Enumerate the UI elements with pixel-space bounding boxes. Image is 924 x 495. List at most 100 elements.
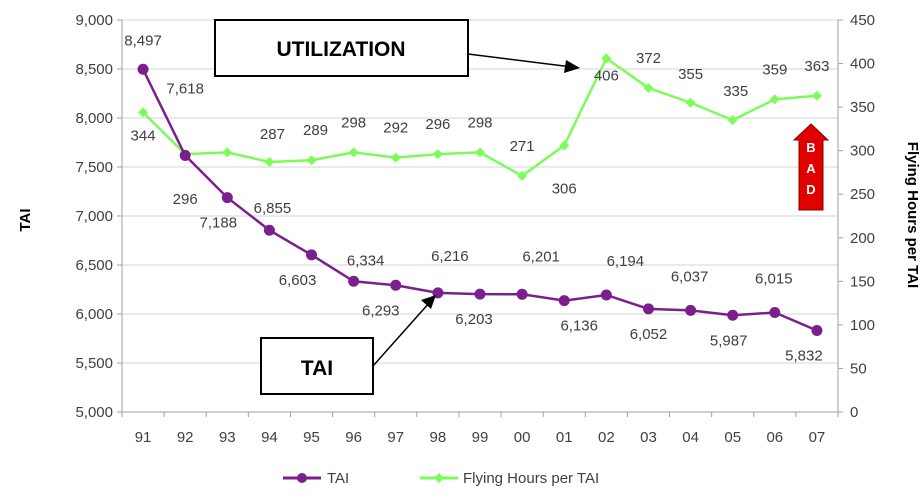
left-tick-label: 8,500 [75, 61, 113, 78]
left-tick-label: 7,500 [75, 159, 113, 176]
tai-point [263, 224, 275, 236]
flying-hours-point [601, 53, 612, 64]
legend-tai-marker [297, 473, 307, 483]
flying-hours-point [559, 140, 570, 151]
tai-point [600, 289, 612, 301]
right-axis-ticks: 0 50 100 150 200 250 300 350 400 450 [838, 12, 875, 421]
tai-point [179, 149, 191, 161]
tai-point [685, 304, 697, 316]
flying-hours-data-label: 287 [260, 126, 285, 143]
right-tick-label: 350 [850, 99, 875, 116]
tai-point [348, 275, 360, 287]
left-tick-label: 6,500 [75, 257, 113, 274]
tai-arrowhead [421, 295, 436, 309]
utilization-arrow [467, 53, 573, 68]
x-tick-label: 98 [430, 429, 447, 446]
right-tick-label: 400 [850, 56, 875, 73]
flying-hours-data-label: 355 [678, 66, 703, 83]
tai-point [137, 63, 149, 75]
series-layer [137, 53, 823, 336]
right-tick-label: 450 [850, 12, 875, 29]
x-tick-label: 92 [177, 429, 194, 446]
right-tick-label: 250 [850, 186, 875, 203]
tai-data-label: 6,052 [630, 326, 668, 343]
x-tick-label: 01 [556, 429, 573, 446]
tai-data-label: 6,203 [455, 311, 493, 328]
tai-point [727, 309, 739, 321]
left-tick-label: 5,000 [75, 404, 113, 421]
flying-hours-point [138, 107, 149, 118]
flying-hours-data-label: 296 [425, 116, 450, 133]
legend-fh-marker [434, 473, 444, 483]
flying-hours-data-label: 289 [303, 122, 328, 139]
tai-point [390, 279, 402, 291]
tai-point [474, 288, 486, 300]
x-tick-label: 04 [682, 429, 699, 446]
left-tick-label: 8,000 [75, 110, 113, 127]
x-tick-label: 95 [303, 429, 320, 446]
flying-hours-data-label: 306 [552, 180, 577, 197]
tai-data-label: 6,603 [279, 272, 317, 289]
right-axis-title: Flying Hours per TAI [904, 142, 921, 288]
left-tick-label: 6,000 [75, 306, 113, 323]
left-axis-ticks: 5,000 5,500 6,000 6,500 7,000 7,500 8,000 8,500… [75, 12, 122, 421]
tai-data-label: 8,497 [124, 32, 162, 49]
x-tick-label: 03 [640, 429, 657, 446]
tai-data-label: 6,334 [347, 252, 385, 269]
flying-hours-point [643, 82, 654, 93]
x-tick-label: 94 [261, 429, 278, 446]
flying-hours-point [475, 147, 485, 158]
flying-hours-point [727, 115, 738, 126]
left-tick-label: 7,000 [75, 208, 113, 225]
tai-point [642, 303, 654, 315]
flying-hours-data-label: 296 [173, 191, 198, 208]
utilization-annotation: UTILIZATION [214, 19, 580, 77]
x-tick-label: 97 [387, 429, 404, 446]
flying-hours-data-label: 292 [383, 120, 408, 137]
x-tick-label: 06 [766, 429, 783, 446]
flying-hours-data-label: 359 [762, 61, 787, 78]
tai-point [516, 288, 528, 300]
flying-hours-point [348, 147, 359, 158]
flying-hours-point [222, 147, 233, 158]
tai-data-label: 7,618 [166, 80, 204, 97]
tai-point [221, 192, 233, 204]
tai-annotation: TAI [260, 295, 436, 395]
legend-tai-label: TAI [327, 470, 349, 487]
flying-hours-point [685, 97, 696, 108]
flying-hours-point [769, 94, 780, 105]
flying-hours-point [306, 155, 317, 166]
flying-hours-data-label: 363 [804, 58, 829, 75]
data-labels-layer: 8,497 7,618 7,188 6,855 6,603 6,334 6,293 6,216… [124, 32, 829, 364]
tai-data-label: 6,136 [560, 318, 598, 335]
tai-data-label: 6,216 [431, 248, 469, 265]
tai-data-label: 7,188 [200, 215, 238, 232]
bad-letter-a: A [806, 161, 816, 176]
flying-hours-point [517, 170, 528, 181]
left-tick-label: 9,000 [75, 12, 113, 29]
tai-point [558, 295, 570, 307]
right-tick-label: 0 [850, 404, 858, 421]
tai-point [811, 324, 823, 336]
flying-hours-data-label: 298 [341, 114, 366, 131]
tai-point [306, 249, 318, 261]
flying-hours-data-label: 298 [467, 114, 492, 131]
x-tick-label: 02 [598, 429, 615, 446]
tai-point [769, 307, 781, 319]
right-tick-label: 150 [850, 273, 875, 290]
tai-data-label: 6,293 [362, 302, 400, 319]
tai-data-label: 6,201 [522, 248, 560, 265]
x-tick-label: 00 [514, 429, 531, 446]
tai-data-label: 5,832 [785, 347, 823, 364]
tai-data-label: 6,015 [755, 271, 793, 288]
utilization-text: UTILIZATION [276, 38, 405, 61]
utilization-box [214, 19, 469, 77]
right-tick-label: 200 [850, 230, 875, 247]
x-axis-ticks: 91 92 93 94 95 96 97 98 99 00 01 02 03 04 05 06 07 [121, 412, 839, 446]
x-tick-label: 05 [724, 429, 741, 446]
bad-arrow-shape [792, 123, 830, 211]
flying-hours-point [432, 149, 443, 160]
tai-data-label: 5,987 [710, 332, 748, 349]
flying-hours-data-label: 335 [723, 83, 748, 100]
